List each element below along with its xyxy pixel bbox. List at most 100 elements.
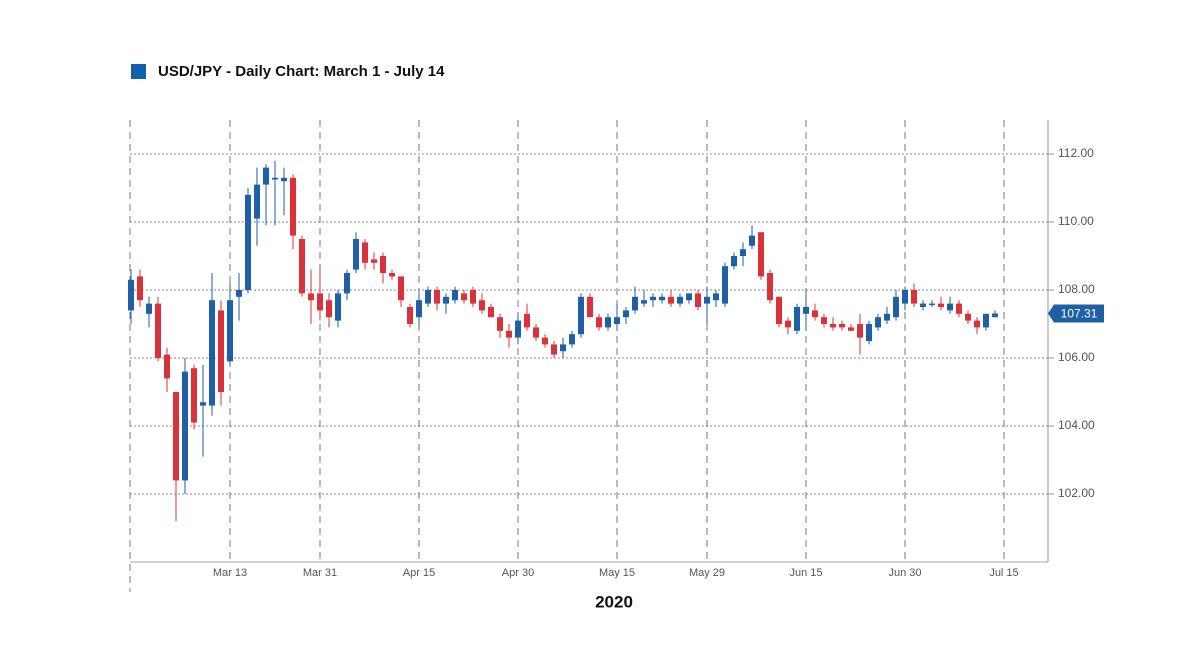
candle-body <box>461 293 467 301</box>
x-tick-label: Apr 15 <box>403 567 435 579</box>
candle-body <box>974 320 980 328</box>
last-price-marker <box>1048 304 1104 323</box>
x-tick-label: Mar 13 <box>213 567 247 579</box>
x-tick-label: May 15 <box>599 567 635 579</box>
candle-body <box>326 300 332 318</box>
x-tick-label: Jun 30 <box>888 567 921 579</box>
candle-body <box>227 300 233 362</box>
legend-swatch <box>131 64 146 79</box>
candle-body <box>623 310 629 318</box>
candle-body <box>200 402 206 406</box>
y-tick-label: 108.00 <box>1058 282 1095 296</box>
candle-body <box>884 313 890 321</box>
candle-body <box>956 303 962 314</box>
candle-body <box>641 300 647 304</box>
candle-body <box>317 293 323 311</box>
candle-body <box>344 273 350 294</box>
candle-body <box>515 320 521 338</box>
candle-body <box>362 242 368 263</box>
candle-body <box>713 293 719 301</box>
candle-body <box>902 290 908 304</box>
candle-body <box>776 296 782 324</box>
candle-body <box>875 317 881 328</box>
candle-body <box>443 296 449 304</box>
candle-body <box>767 273 773 301</box>
candle-body <box>452 290 458 301</box>
candle-body <box>164 354 170 379</box>
candle-body <box>587 296 593 318</box>
candle-body <box>542 337 548 345</box>
candle-body <box>245 194 251 290</box>
candle-body <box>596 317 602 328</box>
candle-body <box>659 296 665 301</box>
candle-body <box>137 276 143 301</box>
candle-body <box>371 259 377 263</box>
candle-body <box>983 313 989 328</box>
candle-body <box>263 167 269 185</box>
candle-body <box>524 313 530 328</box>
candle-body <box>272 177 278 180</box>
candle-body <box>938 303 944 307</box>
x-tick-label: Apr 30 <box>502 567 534 579</box>
candle-body <box>434 290 440 304</box>
chart-title: USD/JPY - Daily Chart: March 1 - July 14 <box>158 63 445 80</box>
candle-body <box>758 232 764 277</box>
candle-body <box>506 330 512 338</box>
candle-body <box>416 300 422 318</box>
candle-body <box>470 290 476 304</box>
x-axis-label: 2020 <box>595 592 633 611</box>
candle-body <box>920 303 926 307</box>
x-tick-label: Jun 15 <box>789 567 822 579</box>
candle-body <box>425 290 431 304</box>
y-tick-label: 106.00 <box>1058 350 1095 364</box>
candle-body <box>632 296 638 311</box>
candle-body <box>155 303 161 358</box>
candle-body <box>281 177 287 182</box>
candle-body <box>893 296 899 318</box>
candle-body <box>128 279 134 311</box>
candle-body <box>929 303 935 306</box>
candle-body <box>407 307 413 324</box>
y-tick-label: 104.00 <box>1058 418 1095 432</box>
candle-body <box>785 320 791 328</box>
candle-body <box>821 317 827 324</box>
candle-body <box>533 327 539 338</box>
candle-body <box>488 307 494 318</box>
candle-body <box>236 290 242 297</box>
candle-body <box>254 184 260 219</box>
candle-body <box>191 368 197 423</box>
x-tick-label: May 29 <box>689 567 725 579</box>
y-tick-label: 102.00 <box>1058 486 1095 500</box>
candle-body <box>182 371 188 481</box>
candle-body <box>686 293 692 301</box>
candle-body <box>668 296 674 304</box>
candle-body <box>650 296 656 301</box>
candle-body <box>704 296 710 304</box>
candle-body <box>740 249 746 256</box>
candle-body <box>794 307 800 331</box>
x-tick-label: Mar 31 <box>303 567 337 579</box>
candle-body <box>389 273 395 277</box>
y-tick-label: 112.00 <box>1058 146 1094 160</box>
candle-body <box>299 239 305 294</box>
candle-body <box>218 310 224 392</box>
candle-body <box>947 303 953 311</box>
candle-body <box>551 344 557 355</box>
candle-body <box>353 239 359 270</box>
candle-body <box>749 235 755 246</box>
candle-body <box>839 324 845 328</box>
candle-body <box>569 334 575 345</box>
candle-body <box>803 307 809 314</box>
candle-body <box>209 300 215 406</box>
candle-body <box>965 313 971 321</box>
candle-body <box>173 392 179 481</box>
candle-body <box>695 293 701 307</box>
candle-body <box>335 293 341 321</box>
candle-body <box>605 317 611 328</box>
candle-body <box>866 324 872 341</box>
candle-body <box>614 317 620 324</box>
candle-body <box>992 313 998 318</box>
candle-body <box>857 324 863 338</box>
candle-body <box>497 317 503 331</box>
candle-body <box>380 256 386 273</box>
